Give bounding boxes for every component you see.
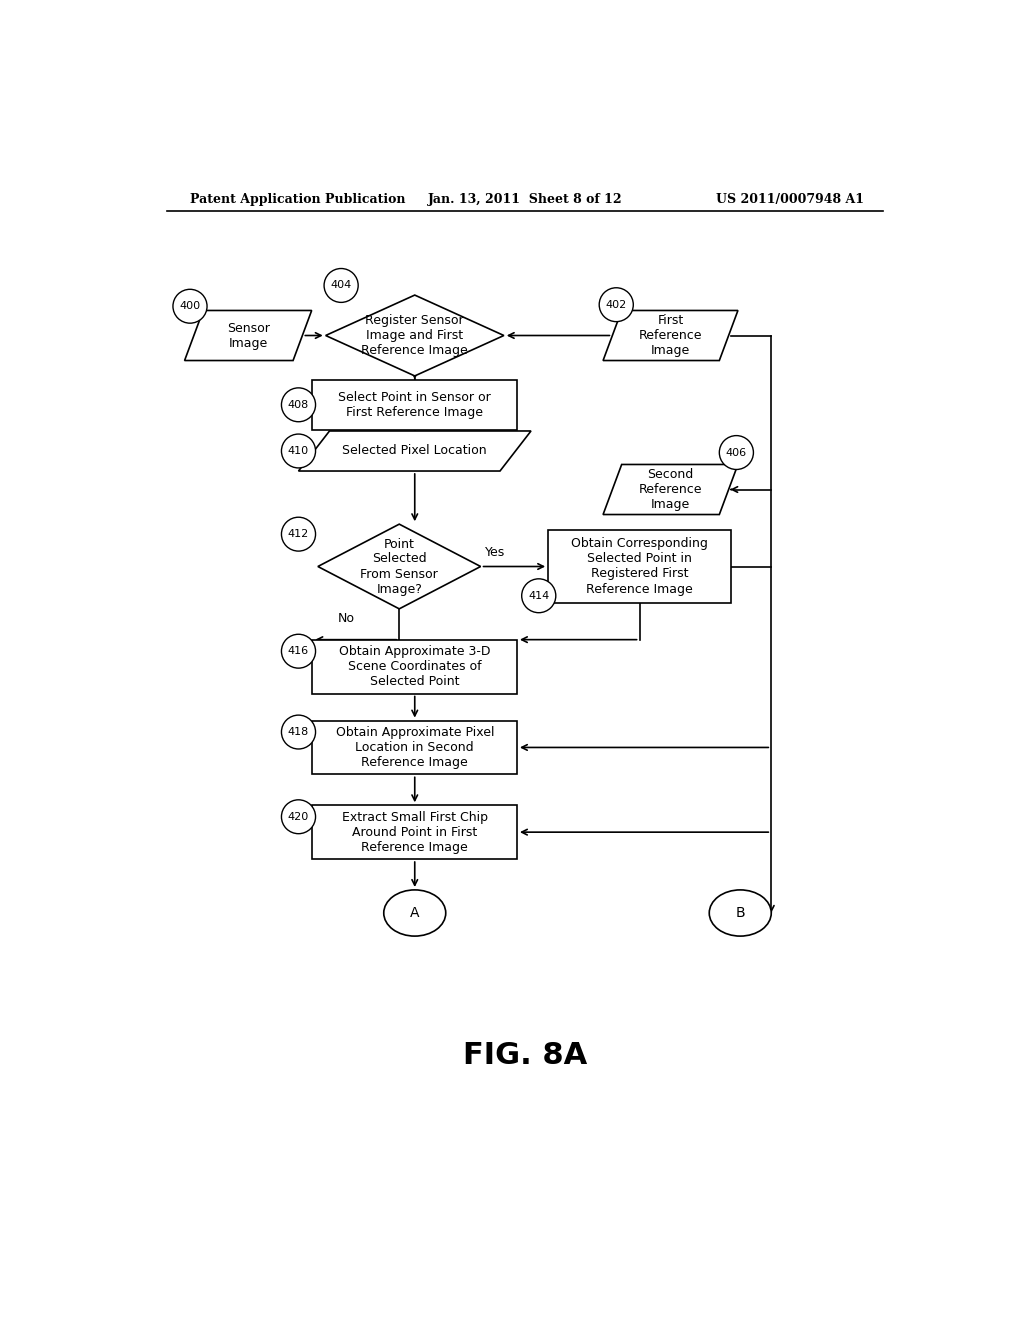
Text: Obtain Approximate 3-D
Scene Coordinates of
Selected Point: Obtain Approximate 3-D Scene Coordinates… [339, 645, 490, 688]
Text: 400: 400 [179, 301, 201, 312]
Text: Yes: Yes [484, 546, 505, 560]
Text: 410: 410 [288, 446, 309, 455]
Bar [312, 721, 517, 775]
Text: 416: 416 [288, 647, 309, 656]
Circle shape [599, 288, 633, 322]
Bar [312, 380, 517, 430]
Polygon shape [326, 296, 504, 376]
Polygon shape [317, 524, 480, 609]
Text: Select Point in Sensor or
First Reference Image: Select Point in Sensor or First Referenc… [338, 391, 492, 418]
Circle shape [282, 800, 315, 834]
Text: Patent Application Publication: Patent Application Publication [190, 193, 406, 206]
Circle shape [282, 388, 315, 422]
Text: Sensor
Image: Sensor Image [226, 322, 269, 350]
Text: 414: 414 [528, 591, 549, 601]
Text: Obtain Approximate Pixel
Location in Second
Reference Image: Obtain Approximate Pixel Location in Sec… [336, 726, 494, 770]
Text: 420: 420 [288, 812, 309, 822]
Text: 412: 412 [288, 529, 309, 539]
Text: 408: 408 [288, 400, 309, 409]
Circle shape [282, 434, 315, 469]
Polygon shape [603, 310, 738, 360]
Bar [549, 529, 730, 603]
Text: 404: 404 [331, 280, 352, 290]
Text: Point
Selected
From Sensor
Image?: Point Selected From Sensor Image? [360, 537, 438, 595]
Text: Selected Pixel Location: Selected Pixel Location [342, 445, 487, 458]
Ellipse shape [384, 890, 445, 936]
Polygon shape [603, 465, 738, 515]
Text: B: B [735, 906, 745, 920]
Text: Jan. 13, 2011  Sheet 8 of 12: Jan. 13, 2011 Sheet 8 of 12 [427, 193, 623, 206]
Bar [312, 640, 517, 693]
Circle shape [719, 436, 754, 470]
Text: FIG. 8A: FIG. 8A [463, 1041, 587, 1071]
Text: US 2011/0007948 A1: US 2011/0007948 A1 [716, 193, 864, 206]
Text: 402: 402 [605, 300, 627, 310]
Circle shape [282, 635, 315, 668]
Polygon shape [184, 310, 311, 360]
Text: First
Reference
Image: First Reference Image [639, 314, 702, 356]
Bar [312, 805, 517, 859]
Text: 418: 418 [288, 727, 309, 737]
Text: Extract Small First Chip
Around Point in First
Reference Image: Extract Small First Chip Around Point in… [342, 810, 487, 854]
Text: No: No [338, 612, 355, 626]
Circle shape [282, 715, 315, 748]
Text: 406: 406 [726, 447, 746, 458]
Circle shape [282, 517, 315, 552]
Polygon shape [299, 430, 531, 471]
Text: Register Sensor
Image and First
Reference Image: Register Sensor Image and First Referenc… [361, 314, 468, 356]
Ellipse shape [710, 890, 771, 936]
Text: Second
Reference
Image: Second Reference Image [639, 469, 702, 511]
Circle shape [173, 289, 207, 323]
Circle shape [521, 578, 556, 612]
Text: A: A [410, 906, 420, 920]
Text: Obtain Corresponding
Selected Point in
Registered First
Reference Image: Obtain Corresponding Selected Point in R… [571, 537, 708, 595]
Circle shape [324, 268, 358, 302]
